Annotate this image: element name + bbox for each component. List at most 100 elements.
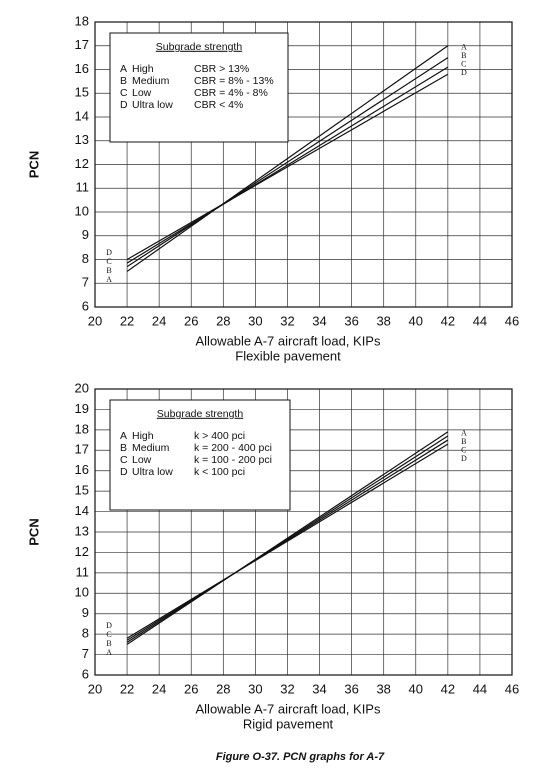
y-tick-label: 16 <box>75 61 89 76</box>
x-tick-label: 40 <box>409 313 423 328</box>
y-tick-label: 15 <box>75 483 89 498</box>
y-tick-label: 8 <box>82 251 89 266</box>
legend-letter: B <box>120 442 127 454</box>
legend-box <box>109 399 291 511</box>
legend-description: Low <box>132 87 152 99</box>
line-end-label: A <box>461 43 467 52</box>
y-tick-label: 18 <box>75 421 89 436</box>
y-tick-label: 20 <box>75 380 89 395</box>
legend-criterion: CBR < 4% <box>194 99 243 111</box>
series-line <box>126 73 449 261</box>
x-tick-label: 30 <box>248 313 262 328</box>
legend-letter: D <box>120 466 128 478</box>
x-tick-label: 44 <box>473 313 487 328</box>
y-tick-label: 9 <box>82 605 89 620</box>
legend-description: High <box>132 430 154 442</box>
legend-criterion: CBR = 8% - 13% <box>194 75 274 87</box>
legend-letter: C <box>120 454 128 466</box>
legend-box <box>109 32 289 143</box>
line-end-label: A <box>461 429 467 438</box>
line-end-label: D <box>461 68 467 77</box>
x-tick-label: 40 <box>409 681 423 696</box>
legend-criterion: CBR = 4% - 8% <box>194 87 268 99</box>
x-tick-label: 32 <box>280 681 294 696</box>
line-start-label: C <box>106 630 111 639</box>
y-tick-label: 17 <box>75 442 89 457</box>
line-end-label: C <box>461 60 466 69</box>
legend-title: Subgrade strength <box>156 41 243 53</box>
legend-letter: B <box>120 75 127 87</box>
x-axis-subtitle: Flexible pavement <box>235 348 341 363</box>
x-tick-label: 44 <box>473 681 487 696</box>
series-line <box>126 45 449 272</box>
x-tick-label: 26 <box>184 313 198 328</box>
series-line <box>126 443 449 639</box>
legend-description: Ultra low <box>132 466 173 478</box>
y-tick-label: 9 <box>82 227 89 242</box>
y-tick-label: 14 <box>75 503 89 518</box>
legend-description: Ultra low <box>132 99 173 111</box>
line-end-label: C <box>461 446 466 455</box>
line-end-label: D <box>461 454 467 463</box>
line-start-label: D <box>106 621 112 630</box>
x-tick-label: 32 <box>280 313 294 328</box>
x-tick-label: 46 <box>505 681 519 696</box>
line-start-label: A <box>106 275 112 284</box>
x-tick-label: 46 <box>505 313 519 328</box>
y-tick-label: 12 <box>75 156 89 171</box>
line-start-label: B <box>106 639 111 648</box>
y-tick-label: 7 <box>82 646 89 661</box>
x-tick-label: 28 <box>216 681 230 696</box>
y-tick-label: 15 <box>75 85 89 100</box>
y-tick-label: 14 <box>75 108 89 123</box>
x-tick-label: 38 <box>376 681 390 696</box>
legend-letter: D <box>120 99 128 111</box>
legend-criterion: k = 100 - 200 pci <box>194 454 272 466</box>
legend-letter: A <box>120 63 127 75</box>
legend-title: Subgrade strength <box>157 408 244 420</box>
y-tick-label: 13 <box>75 523 89 538</box>
y-tick-label: 7 <box>82 275 89 290</box>
y-axis-label: PCN <box>26 518 41 545</box>
series-line <box>126 57 449 268</box>
y-tick-label: 18 <box>75 13 89 28</box>
legend-description: Medium <box>132 75 170 87</box>
x-tick-label: 42 <box>441 313 455 328</box>
x-tick-label: 42 <box>441 681 455 696</box>
y-tick-label: 13 <box>75 132 89 147</box>
x-tick-label: 36 <box>344 313 358 328</box>
y-tick-label: 17 <box>75 37 89 52</box>
legend-letter: C <box>120 87 128 99</box>
y-tick-label: 19 <box>75 401 89 416</box>
y-tick-label: 8 <box>82 626 89 641</box>
line-start-label: B <box>106 266 111 275</box>
line-start-label: D <box>106 248 112 257</box>
y-tick-label: 10 <box>75 203 89 218</box>
x-tick-label: 24 <box>152 313 166 328</box>
line-end-label: B <box>461 51 466 60</box>
figure-caption: Figure O-37. PCN graphs for A-7 <box>216 751 385 763</box>
x-tick-label: 34 <box>312 313 326 328</box>
y-tick-label: 16 <box>75 462 89 477</box>
x-tick-label: 26 <box>184 681 198 696</box>
legend-criterion: k > 400 pci <box>194 430 245 442</box>
x-axis-label: Allowable A-7 aircraft load, KIPs <box>196 333 381 348</box>
x-axis-label: Allowable A-7 aircraft load, KIPs <box>196 701 381 716</box>
series-line <box>126 439 449 641</box>
y-tick-label: 12 <box>75 544 89 559</box>
x-tick-label: 22 <box>120 681 134 696</box>
legend-criterion: CBR > 13% <box>194 63 249 75</box>
plot-frame <box>94 388 513 676</box>
legend-description: Medium <box>132 442 170 454</box>
legend-description: Low <box>132 454 152 466</box>
y-tick-label: 11 <box>76 564 90 579</box>
x-tick-label: 24 <box>152 681 166 696</box>
line-start-label: A <box>106 648 112 657</box>
x-tick-label: 20 <box>88 681 102 696</box>
y-tick-label: 11 <box>76 180 90 195</box>
x-tick-label: 30 <box>248 681 262 696</box>
legend-description: High <box>132 63 154 75</box>
plot-frame <box>94 21 513 308</box>
legend-letter: A <box>120 430 127 442</box>
y-tick-label: 6 <box>82 666 89 681</box>
